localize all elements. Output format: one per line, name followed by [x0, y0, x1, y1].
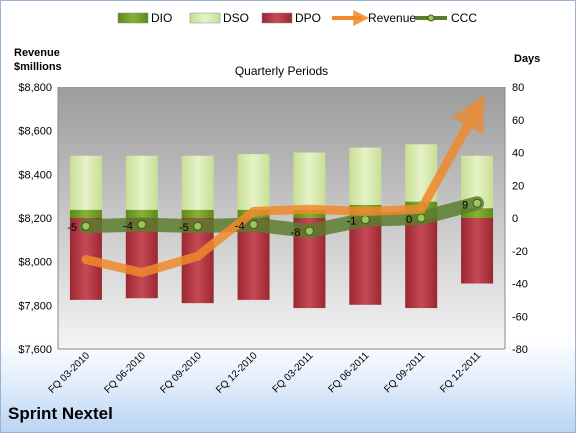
right-tick-label: 80: [512, 82, 524, 94]
bar-dso: [181, 155, 214, 210]
ccc-point: [416, 213, 426, 223]
left-tick-label: $8,000: [18, 257, 52, 269]
right-axis-title: Days: [514, 53, 540, 65]
x-tick-label: FQ 03-2010: [47, 350, 93, 396]
right-tick-label: 60: [512, 115, 524, 127]
legend-label-dso: DSO: [223, 11, 249, 25]
chart-subtitle: Quarterly Periods: [235, 64, 328, 78]
ccc-line: [78, 196, 485, 239]
left-tick-label: $8,400: [18, 169, 52, 181]
right-tick-label: -60: [512, 311, 528, 323]
bar-dso: [349, 147, 382, 205]
left-axis-title-line1: Revenue: [14, 47, 60, 59]
ccc-point: [137, 220, 147, 230]
ccc-point: [360, 215, 370, 225]
x-tick-label: FQ 06-2011: [326, 350, 371, 395]
left-tick-label: $8,200: [18, 213, 52, 225]
bar-dso: [237, 154, 270, 210]
revenue-line: [81, 94, 485, 278]
left-tick-label: $8,600: [18, 126, 52, 138]
left-tick-label: $7,800: [18, 300, 52, 312]
ccc-point: [472, 198, 482, 208]
x-tick-label: FQ 09-2011: [382, 350, 427, 395]
ccc-data-label: -5: [67, 222, 77, 234]
bar-dio: [461, 208, 494, 218]
ccc-data-label: -8: [291, 227, 301, 239]
bar-dso: [69, 155, 102, 210]
x-tick-label: FQ 09-2010: [158, 350, 204, 396]
ccc-data-label: -4: [123, 221, 133, 233]
legend-label-revenue: Revenue: [368, 11, 416, 25]
bar-dpo: [461, 218, 494, 284]
legend-label-ccc: CCC: [451, 11, 477, 25]
right-tick-label: 40: [512, 148, 524, 160]
company-name: Sprint Nextel: [8, 404, 113, 423]
ccc-point: [193, 221, 203, 231]
bar-dpo: [349, 218, 382, 305]
bar-dso: [125, 155, 158, 210]
ccc-data-label: -5: [179, 222, 189, 234]
legend-key-dio: [117, 12, 149, 24]
bar-dso: [293, 152, 326, 210]
bar-dpo: [405, 218, 438, 309]
x-tick-label: FQ 03-2011: [271, 350, 316, 395]
ccc-point: [249, 220, 259, 230]
bar-dio: [293, 209, 326, 218]
legend-label-dpo: DPO: [295, 11, 321, 25]
legend-marker-ccc: [427, 14, 435, 22]
left-tick-label: $8,800: [18, 82, 52, 94]
right-tick-label: 20: [512, 180, 524, 192]
left-tick-label: $7,600: [18, 344, 52, 356]
right-tick-label: -80: [512, 344, 528, 356]
legend: DIO DSO DPO Revenue CCC: [117, 10, 477, 26]
x-tick-label: FQ 12-2011: [438, 350, 483, 395]
bar-dio: [125, 209, 158, 218]
left-axis-title-line2: $millions: [14, 61, 62, 73]
right-tick-label: -40: [512, 279, 528, 291]
ccc-data-label: 9: [462, 199, 468, 211]
legend-key-dso: [189, 12, 221, 24]
legend-key-dpo: [261, 12, 293, 24]
ccc-data-label: -1: [347, 216, 357, 228]
ccc-data-label: 0: [406, 214, 412, 226]
legend-label-dio: DIO: [151, 11, 172, 25]
ccc-point: [304, 226, 314, 236]
bar-dio: [69, 209, 102, 218]
bar-dio: [181, 209, 214, 218]
right-tick-label: 0: [512, 213, 518, 225]
ccc-point: [81, 221, 91, 231]
x-tick-label: FQ 06-2010: [102, 350, 148, 396]
right-tick-label: -20: [512, 246, 528, 258]
ccc-data-label: -4: [235, 221, 245, 233]
x-tick-label: FQ 12-2010: [214, 350, 260, 396]
